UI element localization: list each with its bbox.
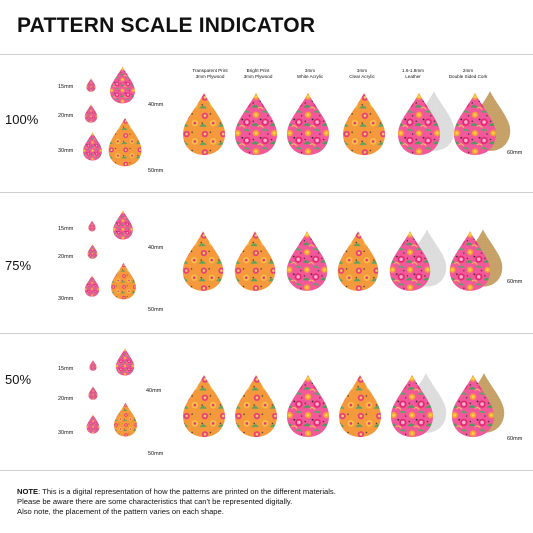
size-label-15mm: 15mm <box>58 84 74 90</box>
size-label-50mm: 50mm <box>148 307 164 313</box>
size-label-30mm: 30mm <box>58 148 74 154</box>
material-label-leather: 1.6-1.8mm Leather <box>402 68 424 79</box>
note-line-3: Also note, the placement of the pattern … <box>17 507 224 516</box>
note-line-2: Please be aware there are some character… <box>17 497 293 506</box>
material-label-bright-plywood: Bright Print 3mm Plywood <box>243 68 273 79</box>
sample-30mm <box>86 414 100 434</box>
sample-20mm <box>88 386 98 400</box>
material-sample-cork <box>450 374 496 438</box>
material-sample-transparent-plywood <box>181 230 225 292</box>
scale-label-100: 100% <box>5 112 39 127</box>
material-sample-bright-plywood <box>233 230 277 292</box>
material-sample-white-acrylic <box>285 92 331 156</box>
size-label-15mm: 15mm <box>58 226 74 232</box>
material-label-clear-acrylic: 3mm Clear Acrylic <box>349 68 375 79</box>
material-sample-cork <box>452 92 498 156</box>
size-label-50mm: 50mm <box>148 168 164 174</box>
material-sample-white-acrylic <box>285 230 329 292</box>
sample-40mm <box>112 210 134 240</box>
sample-15mm <box>86 78 96 92</box>
size-label-40mm: 40mm <box>148 245 164 251</box>
material-sample-clear-acrylic <box>336 230 380 292</box>
size-label-30mm: 30mm <box>58 430 74 436</box>
size-label-20mm: 20mm <box>58 254 74 260</box>
material-label-transparent-plywood: Transparent Print 3mm Plywood <box>192 68 228 79</box>
size-label-60mm: 60mm <box>507 150 523 156</box>
material-sample-bright-plywood <box>233 92 279 156</box>
size-label-20mm: 20mm <box>58 396 74 402</box>
page-title: PATTERN SCALE INDICATOR <box>17 14 316 37</box>
size-label-20mm: 20mm <box>58 113 74 119</box>
material-sample-white-acrylic <box>285 374 331 438</box>
note-line-1: : This is a digital representation of ho… <box>38 487 336 496</box>
sample-15mm <box>88 220 96 232</box>
sample-20mm <box>84 104 98 123</box>
sample-30mm <box>84 275 100 297</box>
divider-top <box>0 54 533 55</box>
material-sample-bright-plywood <box>233 374 279 438</box>
sample-50mm <box>113 402 138 437</box>
sample-40mm <box>109 66 136 104</box>
material-sample-clear-acrylic <box>341 92 387 156</box>
size-label-60mm: 60mm <box>507 279 523 285</box>
size-label-60mm: 60mm <box>507 436 523 442</box>
sample-20mm <box>87 244 98 259</box>
material-sample-leather <box>388 230 432 292</box>
material-sample-transparent-plywood <box>181 374 227 438</box>
size-label-15mm: 15mm <box>58 366 74 372</box>
size-label-50mm: 50mm <box>148 451 164 457</box>
sample-30mm <box>82 132 103 161</box>
note-label: NOTE <box>17 487 39 496</box>
sample-15mm <box>89 360 97 371</box>
divider-1 <box>0 192 533 193</box>
material-sample-cork <box>448 230 492 292</box>
sample-50mm <box>110 262 137 300</box>
scale-label-50: 50% <box>5 372 32 387</box>
material-label-cork: 2mm Double Sided Cork <box>448 68 488 79</box>
size-label-30mm: 30mm <box>58 296 74 302</box>
divider-3 <box>0 470 533 471</box>
material-label-white-acrylic: 3mm White Acrylic <box>296 68 324 79</box>
material-sample-leather <box>389 374 435 438</box>
disclaimer-note: NOTE: This is a digital representation o… <box>17 487 522 517</box>
sample-50mm <box>107 117 143 167</box>
material-sample-clear-acrylic <box>337 374 383 438</box>
size-label-40mm: 40mm <box>148 102 164 108</box>
divider-2 <box>0 333 533 334</box>
material-sample-leather <box>396 92 442 156</box>
size-label-40mm: 40mm <box>146 388 162 394</box>
sample-40mm <box>115 348 135 376</box>
material-sample-transparent-plywood <box>181 92 227 156</box>
scale-label-75: 75% <box>5 258 32 273</box>
